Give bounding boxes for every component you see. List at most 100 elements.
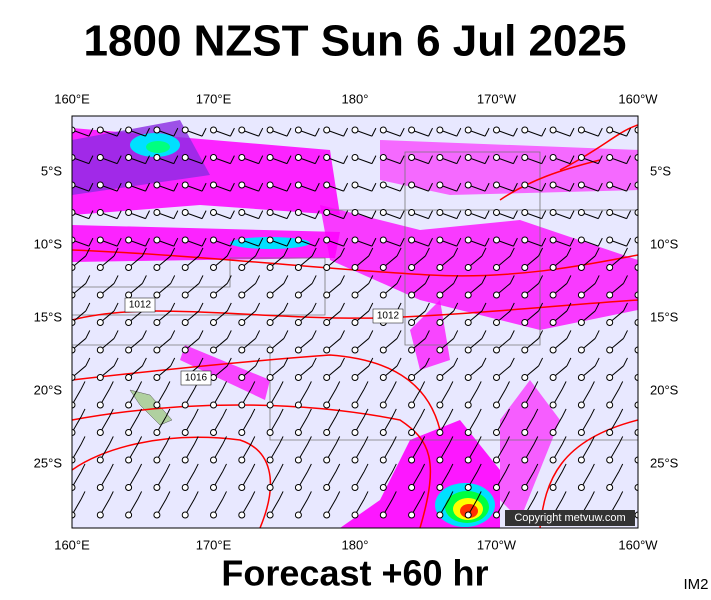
barb-station	[266, 346, 274, 354]
barb-station	[96, 456, 104, 464]
wind-barb	[464, 330, 487, 354]
barb-station	[125, 346, 133, 354]
isobar	[499, 124, 638, 201]
barb-flag	[226, 275, 232, 284]
wind-barb	[125, 209, 150, 220]
wind-barb	[606, 381, 624, 409]
wind-barb	[96, 181, 122, 192]
barb-station	[521, 209, 529, 216]
wind-barb	[577, 209, 603, 220]
barb-flag	[335, 408, 341, 418]
barb-station	[153, 154, 161, 161]
wind-barb	[634, 319, 638, 326]
wind-barb	[266, 357, 289, 381]
wind-barb	[210, 247, 232, 271]
barb-station	[577, 126, 585, 134]
barb-flag	[626, 155, 632, 164]
barb-flag	[371, 237, 377, 247]
barb-flag	[258, 155, 264, 164]
wind-barb	[72, 381, 86, 409]
barb-flag	[255, 330, 261, 339]
barb-station	[266, 126, 274, 134]
barb-station	[351, 429, 359, 436]
wind-barb	[351, 302, 374, 326]
barb-station	[96, 291, 104, 299]
wind-barb	[294, 247, 317, 271]
wind-barb	[238, 302, 261, 326]
barb-flag	[484, 155, 490, 164]
barb-flag	[424, 247, 430, 257]
wind-barb	[181, 209, 207, 220]
barb-station	[181, 154, 189, 161]
barb-station	[549, 484, 557, 491]
wind-barb	[210, 236, 235, 247]
barb-flag	[314, 237, 320, 247]
wind-barb	[493, 126, 518, 137]
wind-barb	[549, 275, 572, 299]
barb-flag	[476, 381, 482, 390]
barb-flag	[193, 491, 199, 500]
barb-station	[549, 181, 557, 189]
barb-station	[493, 346, 500, 354]
barb-flag	[314, 127, 320, 137]
wind-barb	[125, 181, 150, 192]
barb-flag	[116, 155, 122, 164]
barb-flag	[533, 381, 539, 390]
barb-flag	[201, 127, 207, 137]
barb-station	[181, 236, 189, 244]
barb-station	[125, 154, 133, 161]
barb-station	[464, 429, 472, 436]
wind-barb	[634, 126, 638, 134]
wind-barb	[125, 408, 143, 436]
barb-flag	[165, 381, 171, 390]
barb-flag	[484, 127, 490, 137]
barb-station	[408, 209, 416, 216]
wind-barb	[464, 247, 487, 271]
wind-barb	[238, 154, 264, 165]
barb-station	[577, 319, 585, 326]
barb-station	[96, 429, 104, 436]
barb-flag	[283, 275, 289, 284]
barb-flag	[509, 357, 515, 367]
rain-area	[72, 225, 340, 262]
wind-barb	[521, 126, 547, 137]
barb-flag	[428, 237, 433, 247]
barb-station	[493, 401, 500, 409]
barb-flag	[626, 210, 632, 219]
barb-flag	[647, 409, 651, 417]
barb-flag	[193, 408, 199, 418]
wind-barb	[96, 126, 122, 137]
barb-flag	[476, 408, 482, 418]
wind-barb	[351, 330, 374, 354]
wind-barb	[294, 236, 320, 247]
wind-barb	[408, 491, 426, 519]
barb-flag	[255, 357, 261, 367]
barb-flag	[286, 127, 292, 137]
barb-station	[96, 511, 104, 519]
forecast-label: Forecast +60 hr	[221, 553, 488, 594]
wind-barb	[153, 275, 176, 299]
barb-station	[521, 456, 529, 464]
wind-barb	[153, 126, 179, 137]
barb-station	[606, 456, 614, 464]
barb-flag	[108, 381, 114, 390]
wind-barb	[266, 275, 289, 299]
barb-flag	[505, 408, 510, 418]
barb-station	[549, 126, 557, 134]
barb-station	[351, 291, 359, 299]
wind-barb	[72, 236, 94, 247]
wind-barb	[351, 381, 369, 409]
wind-barb	[436, 247, 459, 271]
barb-station	[436, 209, 444, 216]
barb-flag	[396, 357, 402, 367]
barb-flag	[623, 330, 628, 339]
barb-flag	[589, 463, 595, 473]
barb-flag	[222, 381, 227, 390]
wind-barb	[436, 357, 459, 381]
barb-flag	[335, 463, 341, 473]
barb-station	[351, 126, 359, 134]
barb-flag	[170, 330, 176, 339]
barb-flag	[283, 247, 289, 257]
wind-barb	[210, 275, 232, 299]
barb-flag	[391, 408, 397, 418]
